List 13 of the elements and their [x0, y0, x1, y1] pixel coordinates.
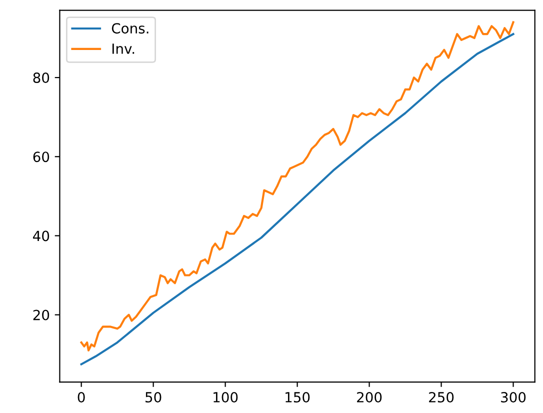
x-tick-label: 200 [357, 392, 382, 402]
x-tick-label: 150 [286, 392, 310, 402]
y-tick-label: 80 [33, 72, 50, 84]
x-tick-label: 300 [501, 392, 526, 402]
x-tick-label: 0 [78, 392, 85, 402]
x-tick-label: 50 [146, 392, 162, 402]
y-tick-label: 20 [33, 310, 50, 320]
legend-label: Inv. [112, 44, 134, 54]
y-tick-label: 40 [33, 230, 50, 242]
y-tick-label: 60 [33, 152, 50, 162]
legend-label: Cons. [112, 23, 148, 34]
x-tick-label: 250 [429, 392, 454, 402]
x-tick-label: 100 [214, 392, 238, 402]
